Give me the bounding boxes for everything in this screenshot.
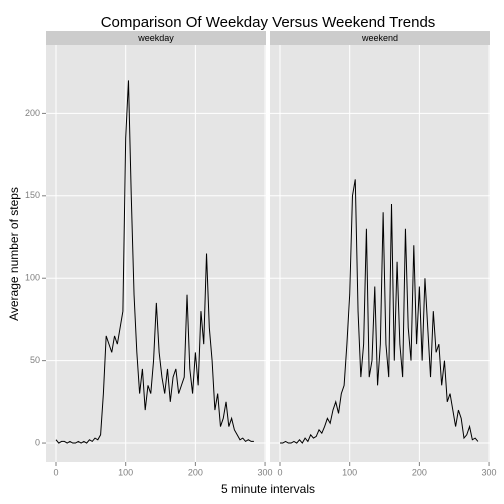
- x-tick-label: 0: [277, 467, 282, 477]
- line: [280, 179, 479, 444]
- strip-label: weekend: [361, 33, 398, 43]
- panel: [46, 45, 266, 462]
- x-tick-label: 300: [258, 467, 273, 477]
- y-tick-label: 150: [25, 190, 40, 200]
- strip: [46, 31, 266, 45]
- x-tick-label: 300: [482, 467, 497, 477]
- panel: [270, 45, 490, 462]
- strip: [270, 31, 490, 45]
- x-tick-label: 200: [412, 467, 427, 477]
- y-tick-label: 0: [35, 437, 40, 447]
- x-tick-label: 100: [118, 467, 133, 477]
- x-tick-label: 100: [342, 467, 357, 477]
- y-tick-label: 100: [25, 273, 40, 283]
- strip-label: weekday: [137, 33, 174, 43]
- x-tick-label: 200: [188, 467, 203, 477]
- y-tick-label: 50: [30, 355, 40, 365]
- chart-title: Comparison Of Weekday Versus Weekend Tre…: [101, 14, 436, 31]
- x-tick-label: 0: [53, 467, 58, 477]
- x-axis-label: 5 minute intervals: [221, 482, 315, 496]
- y-axis-label: Average number of steps: [7, 187, 21, 321]
- line: [55, 80, 254, 444]
- y-tick-label: 200: [25, 108, 40, 118]
